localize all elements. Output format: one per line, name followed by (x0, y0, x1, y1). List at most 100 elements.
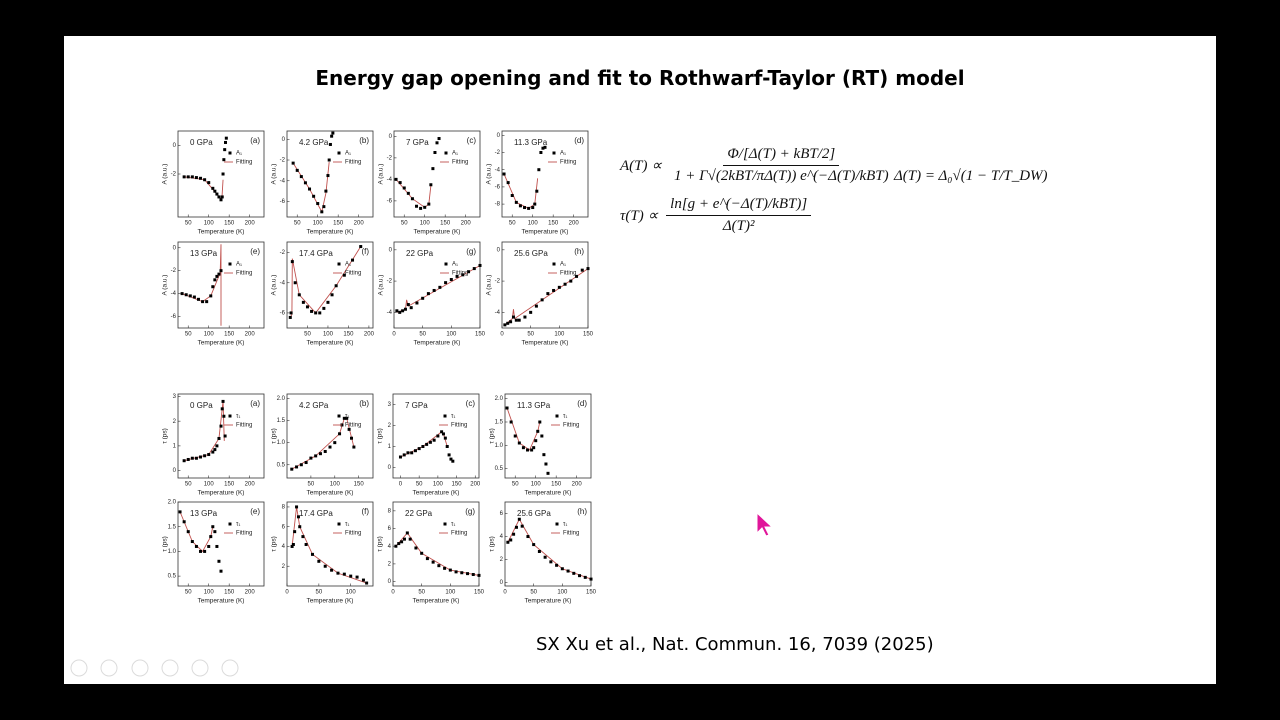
legend-marker (443, 414, 447, 418)
data-point (417, 447, 421, 451)
data-point (426, 292, 430, 296)
data-point (304, 461, 308, 465)
legend-label: Fitting (236, 160, 252, 166)
data-point (334, 284, 338, 288)
data-point (408, 537, 412, 541)
data-point (506, 181, 510, 185)
data-point (220, 195, 224, 199)
equation-text: Δ(T) = Δ₀√(1 − T/T_DW) (894, 168, 1048, 184)
data-point (438, 285, 442, 289)
panel-label: (g) (465, 507, 475, 516)
y-tick-label: 0 (173, 143, 177, 149)
panel: 50 100 150 200 0.5 1.0 1.5 2.0 Temperature (K) τ … (162, 500, 265, 605)
prev-button[interactable] (70, 659, 88, 677)
x-axis-label: Temperature (K) (198, 490, 245, 497)
data-point (217, 195, 221, 199)
x-tick-label: 100 (531, 482, 542, 488)
x-tick-label: 150 (224, 221, 235, 227)
pressure-label: 11.3 GPa (517, 401, 551, 410)
data-point (546, 292, 550, 296)
data-point (405, 531, 409, 535)
y-tick-label: 4 (388, 544, 392, 550)
data-point (290, 260, 294, 264)
data-point (542, 453, 546, 457)
data-point (207, 544, 211, 548)
data-point (433, 151, 437, 154)
data-point (298, 525, 302, 529)
data-point (575, 274, 579, 278)
data-point (215, 444, 219, 448)
y-tick-label: 2 (388, 561, 392, 567)
legend-label: Fitting (563, 423, 579, 429)
data-point (517, 517, 521, 521)
data-point (583, 575, 587, 579)
data-point (401, 309, 405, 313)
y-tick-label: 1.5 (168, 524, 177, 530)
data-point (431, 167, 435, 171)
y-axis-label: τ (ps) (162, 536, 169, 552)
data-point (580, 268, 584, 272)
x-axis-label: Temperature (K) (307, 229, 354, 236)
x-tick-label: 150 (474, 590, 485, 596)
equation: A(T) ∝ Φ/[Δ(T) + kBT/2] 1 + Γ√(2kBT/πΔ(T… (620, 146, 893, 185)
x-axis-label: Temperature (K) (522, 340, 569, 347)
plot-frame (392, 501, 480, 587)
more-button[interactable] (221, 659, 239, 677)
x-axis-label: Temperature (K) (525, 490, 572, 497)
data-point (219, 569, 223, 573)
data-point (435, 141, 439, 145)
data-point (213, 189, 217, 193)
legend-marker (444, 151, 448, 155)
data-point (290, 544, 294, 548)
data-point (510, 194, 514, 197)
y-tick-label: 1.5 (495, 420, 504, 426)
x-tick-label: 150 (452, 482, 463, 488)
panel: 50 100 150 200 -2 0 Temperature (K) A (a.u.) (a)… (162, 130, 265, 236)
data-point (336, 571, 340, 575)
data-point (308, 187, 312, 191)
data-point (301, 535, 305, 539)
data-point (330, 134, 334, 138)
data-point (217, 436, 221, 440)
data-point (338, 432, 342, 436)
slides-button[interactable] (161, 659, 179, 677)
x-tick-label: 50 (527, 332, 534, 338)
data-point (295, 465, 299, 469)
y-tick-label: 1.0 (277, 440, 286, 446)
y-tick-label: 0 (389, 247, 393, 253)
data-point (318, 311, 322, 315)
data-point (323, 449, 327, 453)
data-point (194, 544, 198, 548)
legend-label: Fitting (345, 271, 361, 277)
data-point (477, 573, 481, 577)
y-tick-label: 1.0 (168, 549, 177, 555)
y-tick-label: 6 (282, 524, 286, 530)
x-tick-label: 150 (354, 482, 365, 488)
data-point (538, 420, 542, 424)
data-point (205, 300, 209, 304)
data-point (563, 282, 567, 286)
data-point (323, 564, 327, 568)
x-tick-label: 100 (557, 590, 568, 596)
next-button[interactable] (100, 659, 118, 677)
pressure-label: 17.4 GPa (299, 249, 333, 258)
pen-button[interactable] (131, 659, 149, 677)
zoom-button[interactable] (191, 659, 209, 677)
x-tick-label: 50 (185, 482, 192, 488)
data-point (186, 457, 190, 461)
data-point (395, 309, 399, 313)
data-point (534, 439, 538, 443)
data-point (511, 315, 515, 319)
y-tick-label: -2 (387, 279, 393, 285)
data-point (449, 278, 453, 282)
panel: 50 100 150 200 -6 -4 -2 0 Temperature (K) A (a.u.… (378, 130, 481, 236)
legend-label: Fitting (452, 160, 468, 166)
data-point (544, 462, 548, 466)
numerator: Φ/[Δ(T) + kBT/2] (723, 146, 840, 166)
legend-label: A₁ (345, 151, 351, 157)
data-point (296, 515, 300, 519)
x-axis-label: Temperature (K) (522, 229, 569, 236)
pressure-label: 4.2 GPa (299, 138, 329, 147)
